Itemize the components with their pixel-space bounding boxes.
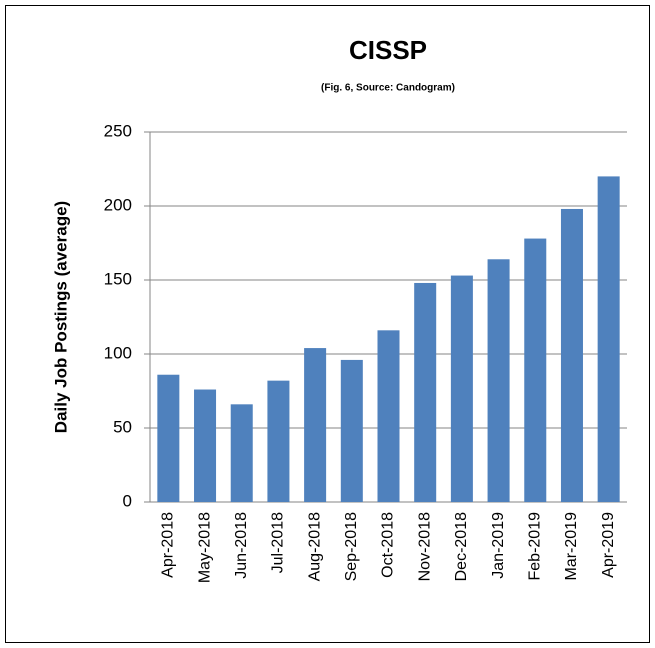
x-tick-label: Jun-2018 (233, 512, 250, 579)
y-tick-label: 50 (113, 417, 132, 436)
y-tick-label: 200 (104, 195, 132, 214)
x-tick-label: Apr-2019 (600, 512, 617, 578)
x-tick-label: Aug-2018 (306, 512, 323, 581)
x-tick-label: Jul-2018 (270, 512, 287, 573)
bar (194, 389, 217, 502)
x-tick-label: Dec-2018 (453, 512, 470, 581)
y-axis-label: Daily Job Postings (average) (51, 201, 70, 433)
x-tick-label: Sep-2018 (343, 512, 360, 581)
x-tick-label: Oct-2018 (380, 512, 397, 578)
chart-border (5, 5, 650, 643)
y-tick-label: 100 (104, 343, 132, 362)
y-tick-label: 250 (104, 121, 132, 140)
bar (267, 380, 290, 502)
bar (487, 259, 510, 502)
x-tick-label: Feb-2019 (526, 512, 543, 581)
bar (230, 404, 253, 502)
bar (597, 176, 620, 502)
x-tick-label: Nov-2018 (416, 512, 433, 581)
chart-title: CISSP (349, 35, 427, 65)
x-tick-label: Mar-2019 (563, 512, 580, 581)
chart-subtitle: (Fig. 6, Source: Candogram) (321, 83, 455, 94)
x-tick-label: Apr-2018 (160, 512, 177, 578)
bar (304, 348, 327, 502)
bar (340, 359, 363, 502)
bar (377, 330, 400, 502)
bar (524, 238, 547, 502)
y-tick-label: 150 (104, 269, 132, 288)
x-tick-label: Jan-2019 (490, 512, 507, 579)
x-tick-label: May-2018 (196, 512, 213, 583)
bar (414, 282, 437, 502)
bar (157, 374, 180, 502)
bar (450, 275, 473, 502)
bar (560, 208, 583, 502)
y-tick-label: 0 (123, 491, 132, 510)
